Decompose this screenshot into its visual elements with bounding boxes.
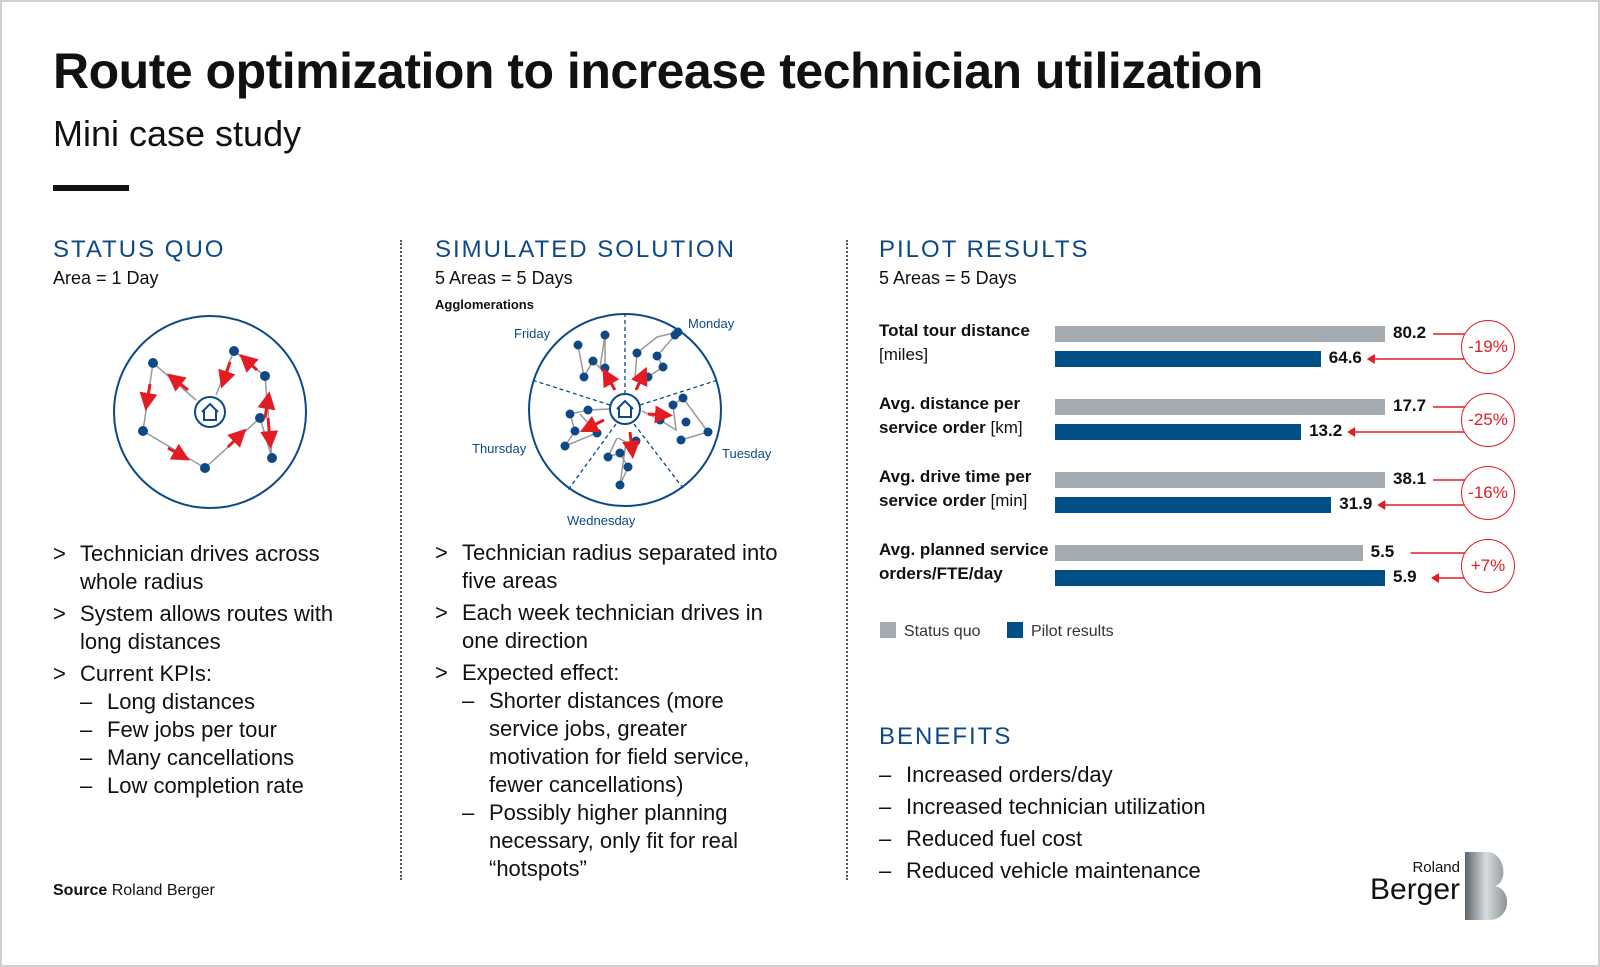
sub-bullet: Long distances [80, 688, 353, 716]
source-label: Source [53, 882, 108, 899]
day-label-tuesday: Tuesday [722, 446, 772, 461]
column-divider [846, 240, 848, 880]
status-quo-heading: STATUS QUO [53, 236, 226, 263]
sub-bullet: Many cancellations [80, 744, 353, 772]
bullet-text: Expected effect: [462, 660, 620, 685]
roland-berger-logo: Roland Berger [1370, 860, 1460, 905]
sub-bullet: Few jobs per tour [80, 716, 353, 744]
bullet: Each week technician drives in one direc… [435, 599, 780, 655]
source-text: Roland Berger [111, 882, 215, 899]
pilot-heading: PILOT RESULTS [879, 236, 1090, 263]
logo-b-mark [1465, 852, 1508, 920]
day-label-thursday: Thursday [472, 441, 527, 456]
status-quo-sub: Area = 1 Day [53, 268, 159, 288]
benefit-item: Reduced fuel cost [879, 823, 1206, 855]
bullet: Expected effect: Shorter distances (more… [435, 659, 780, 883]
bullet-text: System allows routes with long distances [80, 601, 334, 654]
legend-swatch [880, 622, 896, 638]
bullet-text: Technician radius separated into five ar… [462, 540, 778, 593]
day-label-friday: Friday [514, 326, 551, 341]
bullet-text: Current KPIs: [80, 661, 213, 686]
day-label-monday: Monday [688, 316, 735, 331]
sub-bullet: Possibly higher planning necessary, only… [462, 799, 780, 883]
bullet: System allows routes with long distances [53, 600, 353, 656]
legend-item-pilot: Pilot results [1006, 622, 1114, 640]
simulated-areas-diagram: Monday Tuesday Wednesday Thursday Friday [472, 313, 772, 528]
simulated-sub: 5 Areas = 5 Days [435, 268, 573, 288]
benefits-heading: BENEFITS [879, 723, 1013, 750]
logo-line1: Roland [1412, 859, 1460, 876]
pilot-sub: 5 Areas = 5 Days [879, 268, 1017, 288]
bullet: Technician drives across whole radius [53, 540, 353, 596]
day-label-wednesday: Wednesday [567, 513, 636, 528]
simulated-bullets: Technician radius separated into five ar… [435, 539, 780, 887]
diagram-label: Agglomerations [435, 297, 534, 312]
benefit-item: Reduced vehicle maintenance [879, 855, 1206, 887]
chart-legend: Status quo Pilot results [880, 622, 1114, 641]
legend-label: Pilot results [1030, 623, 1114, 640]
legend-label: Status quo [904, 623, 981, 640]
source-note: Source Roland Berger [53, 882, 215, 900]
home-icon [194, 396, 226, 428]
page-subtitle: Mini case study [53, 113, 302, 154]
logo-line2: Berger [1370, 873, 1461, 906]
benefit-item: Increased orders/day [879, 759, 1206, 791]
bullet-text: Each week technician drives in one direc… [462, 600, 763, 653]
status-quo-route-diagram [113, 315, 307, 509]
benefits-list: Increased orders/day Increased technicia… [879, 759, 1206, 887]
simulated-heading: SIMULATED SOLUTION [435, 236, 736, 263]
column-divider [400, 240, 402, 880]
legend-item-status-quo: Status quo [880, 622, 981, 640]
bullet: Current KPIs: Long distances Few jobs pe… [53, 660, 353, 800]
bullet-text: Technician drives across whole radius [80, 541, 320, 594]
sub-bullet: Shorter distances (more service jobs, gr… [462, 687, 780, 799]
benefit-item: Increased technician utilization [879, 791, 1206, 823]
page-title: Route optimization to increase technicia… [53, 43, 1263, 99]
home-icon [609, 393, 641, 425]
legend-swatch [1006, 622, 1023, 638]
bullet: Technician radius separated into five ar… [435, 539, 780, 595]
sub-bullet: Low completion rate [80, 772, 353, 800]
title-rule [53, 185, 129, 191]
status-quo-bullets: Technician drives across whole radius Sy… [53, 540, 353, 804]
